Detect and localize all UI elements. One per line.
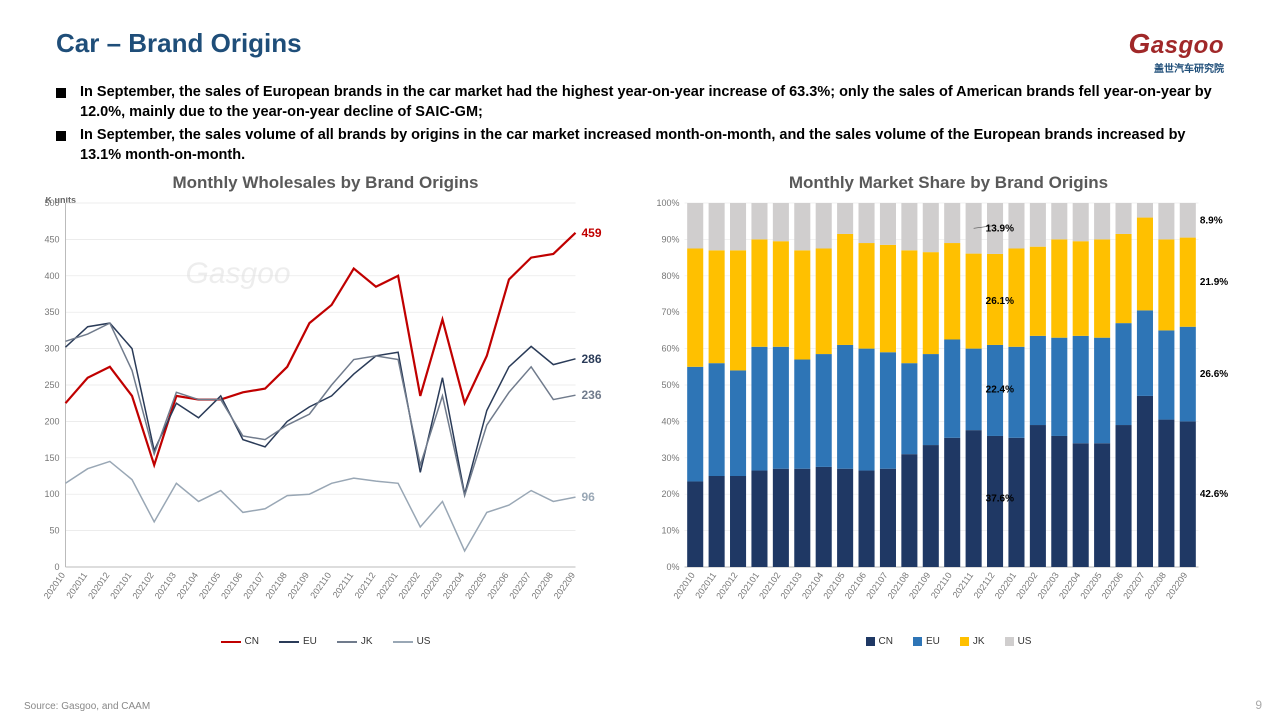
svg-text:202110: 202110 [929,571,954,601]
svg-text:250: 250 [44,380,59,390]
svg-text:202109: 202109 [907,571,932,601]
svg-text:50: 50 [49,526,59,536]
svg-text:350: 350 [44,307,59,317]
page-number: 9 [1255,698,1262,712]
svg-text:202106: 202106 [219,571,244,601]
svg-text:200: 200 [44,417,59,427]
bullets: In September, the sales of European bran… [0,83,1280,173]
svg-text:20%: 20% [661,489,679,499]
svg-text:80%: 80% [661,271,679,281]
page-title: Car – Brand Origins [56,28,302,59]
svg-text:202209: 202209 [1164,571,1189,601]
svg-text:202102: 202102 [130,571,155,601]
svg-text:42.6%: 42.6% [1200,489,1228,500]
svg-text:202206: 202206 [485,571,510,601]
svg-text:8.9%: 8.9% [1200,216,1223,227]
svg-text:202208: 202208 [530,571,555,601]
svg-text:21.9%: 21.9% [1200,277,1228,288]
svg-text:90%: 90% [661,235,679,245]
svg-text:202010: 202010 [42,571,67,601]
line-chart: Monthly Wholesales by Brand Origins K un… [24,173,627,647]
svg-text:26.6%: 26.6% [1200,369,1228,380]
svg-text:100: 100 [44,489,59,499]
svg-text:202108: 202108 [263,571,288,601]
svg-text:202202: 202202 [396,571,421,601]
svg-text:202209: 202209 [552,571,577,601]
svg-text:Gasgoo: Gasgoo [186,257,291,290]
svg-text:0%: 0% [666,562,679,572]
gasgoo-logo: GGasgooasgoo 盖世汽车研究院 [1129,28,1224,75]
svg-text:202104: 202104 [175,571,200,601]
svg-text:50%: 50% [661,380,679,390]
svg-text:22.4%: 22.4% [986,385,1014,396]
svg-text:400: 400 [44,271,59,281]
svg-text:202109: 202109 [286,571,311,601]
svg-text:37.6%: 37.6% [986,494,1014,505]
svg-text:236: 236 [582,388,602,402]
svg-text:202103: 202103 [153,571,178,601]
svg-text:300: 300 [44,344,59,354]
svg-text:450: 450 [44,235,59,245]
svg-text:30%: 30% [661,453,679,463]
svg-text:60%: 60% [661,344,679,354]
svg-text:500: 500 [44,198,59,208]
svg-text:202203: 202203 [419,571,444,601]
svg-text:286: 286 [582,352,602,366]
svg-text:70%: 70% [661,307,679,317]
svg-text:96: 96 [582,490,596,504]
svg-text:40%: 40% [661,417,679,427]
svg-text:202010: 202010 [671,571,696,601]
svg-text:150: 150 [44,453,59,463]
svg-text:202110: 202110 [308,571,333,601]
svg-text:459: 459 [582,226,602,240]
svg-text:202101: 202101 [108,571,133,601]
svg-text:202105: 202105 [197,571,222,601]
svg-text:202111: 202111 [331,571,356,600]
svg-text:202012: 202012 [86,571,111,601]
svg-text:13.9%: 13.9% [986,224,1014,235]
svg-text:26.1%: 26.1% [986,296,1014,307]
svg-text:202207: 202207 [507,571,532,601]
svg-text:100%: 100% [656,198,679,208]
svg-text:10%: 10% [661,526,679,536]
svg-text:202205: 202205 [463,571,488,601]
svg-text:202204: 202204 [441,571,466,601]
svg-text:202201: 202201 [374,571,399,601]
source-text: Source: Gasgoo, and CAAM [24,701,150,712]
stacked-chart: Monthly Market Share by Brand Origins 0%… [647,173,1250,647]
svg-text:202107: 202107 [241,571,266,601]
